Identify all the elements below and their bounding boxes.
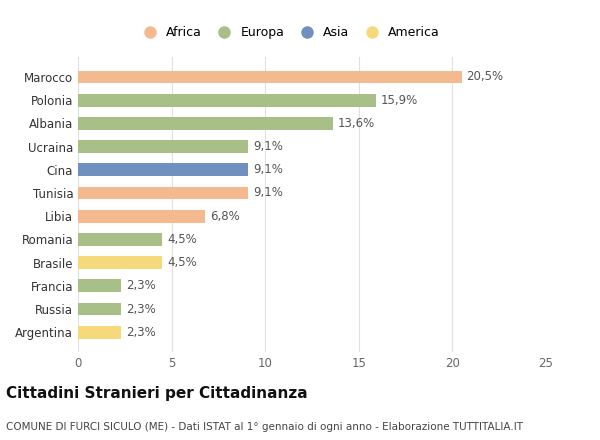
Text: COMUNE DI FURCI SICULO (ME) - Dati ISTAT al 1° gennaio di ogni anno - Elaborazio: COMUNE DI FURCI SICULO (ME) - Dati ISTAT… — [6, 422, 523, 433]
Bar — [78, 163, 248, 176]
Bar — [78, 187, 248, 199]
Bar — [78, 303, 121, 315]
Text: Cittadini Stranieri per Cittadinanza: Cittadini Stranieri per Cittadinanza — [6, 386, 308, 401]
Bar — [78, 256, 162, 269]
Bar — [78, 94, 376, 106]
Bar — [78, 326, 121, 339]
Text: 9,1%: 9,1% — [253, 187, 283, 199]
Text: 4,5%: 4,5% — [167, 256, 197, 269]
Text: 9,1%: 9,1% — [253, 140, 283, 153]
Legend: Africa, Europa, Asia, America: Africa, Europa, Asia, America — [133, 22, 444, 43]
Text: 2,3%: 2,3% — [126, 303, 155, 315]
Text: 9,1%: 9,1% — [253, 163, 283, 176]
Bar — [78, 117, 332, 130]
Bar — [78, 140, 248, 153]
Text: 13,6%: 13,6% — [337, 117, 374, 130]
Text: 4,5%: 4,5% — [167, 233, 197, 246]
Text: 2,3%: 2,3% — [126, 326, 155, 339]
Text: 15,9%: 15,9% — [380, 94, 418, 106]
Bar — [78, 210, 205, 223]
Text: 6,8%: 6,8% — [210, 210, 240, 223]
Bar — [78, 279, 121, 292]
Bar — [78, 70, 462, 83]
Text: 20,5%: 20,5% — [466, 70, 503, 84]
Text: 2,3%: 2,3% — [126, 279, 155, 292]
Bar — [78, 233, 162, 246]
